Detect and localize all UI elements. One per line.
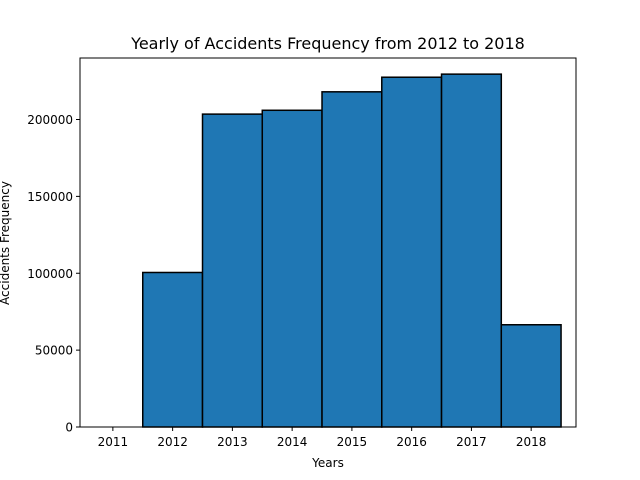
bar-2013 [201,113,264,428]
x-axis-label: Years [311,456,344,470]
y-tick-label: 200000 [27,113,73,127]
bar-2012 [142,271,204,428]
x-axis-ticks: 2011 2012 2013 2014 2015 2016 2017 2018 [98,427,547,449]
bar-2018 [500,324,562,428]
x-tick-label: 2013 [217,435,248,449]
plot-frame [79,57,577,428]
x-tick-label: 2014 [277,435,308,449]
bar-2017 [440,73,503,428]
y-tick-label: 100000 [27,267,73,281]
y-tick-label: 0 [65,421,73,435]
y-tick-label: 50000 [35,344,73,358]
y-axis-label: Accidents Frequency [0,181,12,305]
x-tick-label: 2012 [157,435,188,449]
x-tick-label: 2018 [516,435,547,449]
x-tick-label: 2015 [337,435,368,449]
y-tick-label: 150000 [27,190,73,204]
x-tick-label: 2011 [98,435,129,449]
y-axis-ticks: 0 50000 100000 150000 200000 [27,113,80,435]
x-tick-label: 2016 [396,435,427,449]
bar-2014 [261,109,323,428]
bar-2015 [321,91,383,428]
x-tick-label: 2017 [456,435,487,449]
chart-title: Yearly of Accidents Frequency from 2012 … [130,34,525,53]
bar-2016 [381,76,443,428]
bars-group [142,73,562,428]
